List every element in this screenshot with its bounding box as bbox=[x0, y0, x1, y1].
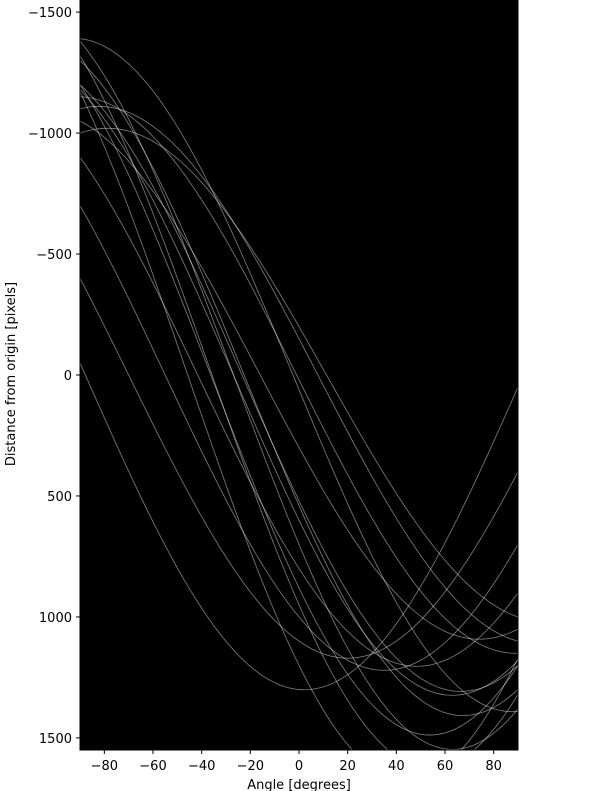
hough-curve bbox=[79, 89, 519, 696]
x-tick-label: 60 bbox=[437, 759, 454, 774]
y-tick-label: 1500 bbox=[39, 732, 72, 747]
hough-curve bbox=[79, 362, 519, 691]
x-tick-label: 0 bbox=[295, 759, 303, 774]
hough-curve bbox=[79, 157, 519, 667]
x-tick-label: −40 bbox=[188, 759, 215, 774]
hough-curve bbox=[79, 91, 519, 781]
hough-curve bbox=[79, 277, 519, 659]
hough-curve bbox=[79, 55, 519, 769]
x-tick-label: 80 bbox=[485, 759, 502, 774]
x-tick-label: −60 bbox=[139, 759, 166, 774]
plot-background bbox=[80, 0, 518, 750]
y-tick-label: 0 bbox=[64, 369, 72, 384]
y-axis-label: Distance from origin [pixels] bbox=[4, 282, 19, 466]
hough-curve bbox=[79, 84, 519, 736]
y-tick-label: 500 bbox=[47, 490, 72, 505]
hough-curve bbox=[79, 40, 519, 750]
y-tick-label: 1000 bbox=[39, 611, 72, 626]
y-tick-label: −1000 bbox=[28, 127, 72, 142]
x-axis: −80 −60 −40 −20 0 20 40 60 80 bbox=[91, 750, 502, 774]
hough-curve bbox=[79, 127, 519, 618]
x-tick-label: −80 bbox=[91, 759, 118, 774]
x-axis-label: Angle [degrees] bbox=[247, 778, 351, 791]
hough-curve bbox=[79, 205, 519, 671]
x-tick-label: 40 bbox=[388, 759, 405, 774]
curves-layer bbox=[79, 38, 519, 781]
hough-curve bbox=[79, 38, 519, 713]
hough-curve bbox=[79, 105, 519, 642]
y-tick-label: −500 bbox=[36, 248, 72, 263]
y-tick-label: −1500 bbox=[28, 6, 72, 21]
x-tick-label: −20 bbox=[237, 759, 264, 774]
y-axis: −1500 −1000 −500 0 500 1000 1500 bbox=[28, 6, 80, 747]
hough-curve bbox=[79, 60, 519, 717]
hough-curve bbox=[79, 96, 519, 654]
hough-curve bbox=[79, 84, 519, 692]
x-tick-label: 20 bbox=[339, 759, 356, 774]
hough-curve bbox=[79, 120, 519, 640]
